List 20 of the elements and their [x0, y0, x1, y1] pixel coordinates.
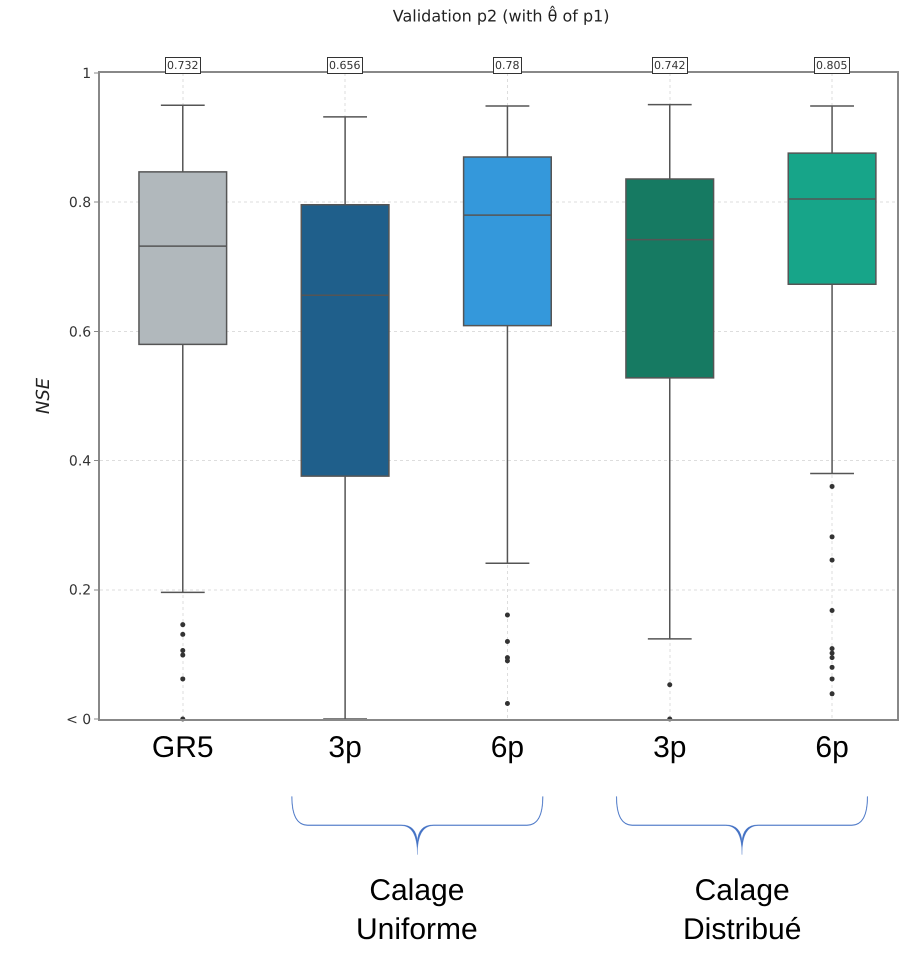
- text: Calage Distribué: [683, 874, 802, 946]
- x-tick-label: 3p: [328, 731, 362, 764]
- y-tick-label: 0.4: [68, 454, 92, 470]
- text: Calage Uniforme: [356, 874, 478, 946]
- x-tick-label: 6p: [490, 731, 524, 764]
- text: 0.78: [495, 59, 520, 72]
- chart-title: Validation p2 (with θ̂ of p1): [392, 6, 610, 26]
- y-tick-label: < 0: [66, 712, 92, 728]
- y-tick-label: 0.2: [68, 582, 92, 599]
- y-tick-label: 0.6: [68, 324, 92, 340]
- x-tick-label: 6p: [815, 731, 849, 764]
- x-tick-label: GR5: [152, 731, 214, 764]
- text: 0.656: [329, 59, 360, 72]
- y-tick-label: 0.8: [68, 195, 92, 212]
- x-tick-label: 3p: [653, 731, 686, 764]
- y-tick-label: 1: [82, 66, 92, 82]
- text: 0.732: [167, 59, 198, 72]
- y-axis-title: NSE: [32, 377, 54, 414]
- text: 0.742: [654, 59, 686, 72]
- text: 0.805: [816, 59, 848, 72]
